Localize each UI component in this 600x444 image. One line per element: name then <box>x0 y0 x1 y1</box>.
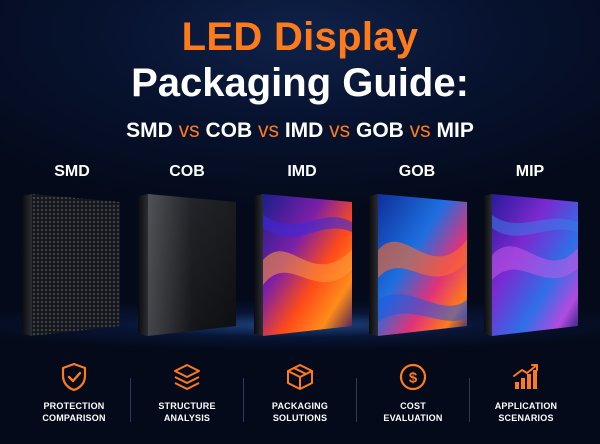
smd-panel <box>22 194 120 336</box>
panel-label-cob: COB <box>169 163 205 180</box>
subtitle-vs: vs <box>252 119 285 142</box>
divider <box>130 378 131 422</box>
feature-label-line2: EVALUATION <box>383 413 443 423</box>
subtitle-part: COB <box>205 119 253 142</box>
subtitle-part: GOB <box>356 119 404 142</box>
svg-text:$: $ <box>409 370 418 387</box>
cob-panel <box>138 194 236 336</box>
subtitle-part: MIP <box>436 119 474 142</box>
shield-check-icon <box>61 362 87 392</box>
feature-label-line2: COMPARISON <box>42 413 106 423</box>
feature-label-line1: COST <box>400 401 426 411</box>
dollar-coin-icon: $ <box>399 363 427 391</box>
subtitle-part: SMD <box>126 119 173 142</box>
bar-chart-arrow-icon <box>513 364 538 389</box>
imd-panel <box>254 194 352 336</box>
subtitle: SMD vs COB vs IMD vs GOB vs MIP <box>0 118 600 144</box>
feature-protection: PROTECTION COMPARISON <box>18 362 130 424</box>
feature-label-line1: PACKAGING <box>271 401 329 411</box>
feature-packaging: PACKAGING SOLUTIONS <box>244 362 356 424</box>
feature-application: APPLICATION SCENARIOS <box>470 362 582 424</box>
panel-label-mip: MIP <box>515 163 545 180</box>
led-panels-illustration <box>22 194 578 336</box>
panel-label-smd: SMD <box>54 163 90 180</box>
layers-icon <box>174 364 200 390</box>
feature-label-line2: ANALYSIS <box>163 413 211 423</box>
feature-label-line1: APPLICATION <box>494 401 558 411</box>
subtitle-part: IMD <box>284 119 324 142</box>
subtitle-vs: vs <box>172 119 206 142</box>
feature-label-line1: STRUCTURE <box>158 401 216 411</box>
package-box-icon <box>287 364 313 390</box>
divider <box>243 378 244 422</box>
divider <box>356 378 357 422</box>
feature-label-line2: SCENARIOS <box>498 413 554 423</box>
title-line-1: LED Display <box>181 15 419 59</box>
gob-panel <box>369 194 467 336</box>
subtitle-vs: vs <box>323 119 356 142</box>
feature-label-line1: PROTECTION <box>43 401 105 411</box>
feature-label-line2: SOLUTIONS <box>272 413 328 423</box>
feature-cost: $ COST EVALUATION <box>357 362 469 424</box>
panel-label-gob: GOB <box>398 163 436 180</box>
title-line-2: Packaging Guide: <box>131 61 469 105</box>
mip-panel <box>484 194 578 336</box>
divider <box>469 378 470 422</box>
panel-label-imd: IMD <box>287 163 317 180</box>
subtitle-vs: vs <box>403 119 437 142</box>
feature-structure: STRUCTURE ANALYSIS <box>131 362 243 424</box>
